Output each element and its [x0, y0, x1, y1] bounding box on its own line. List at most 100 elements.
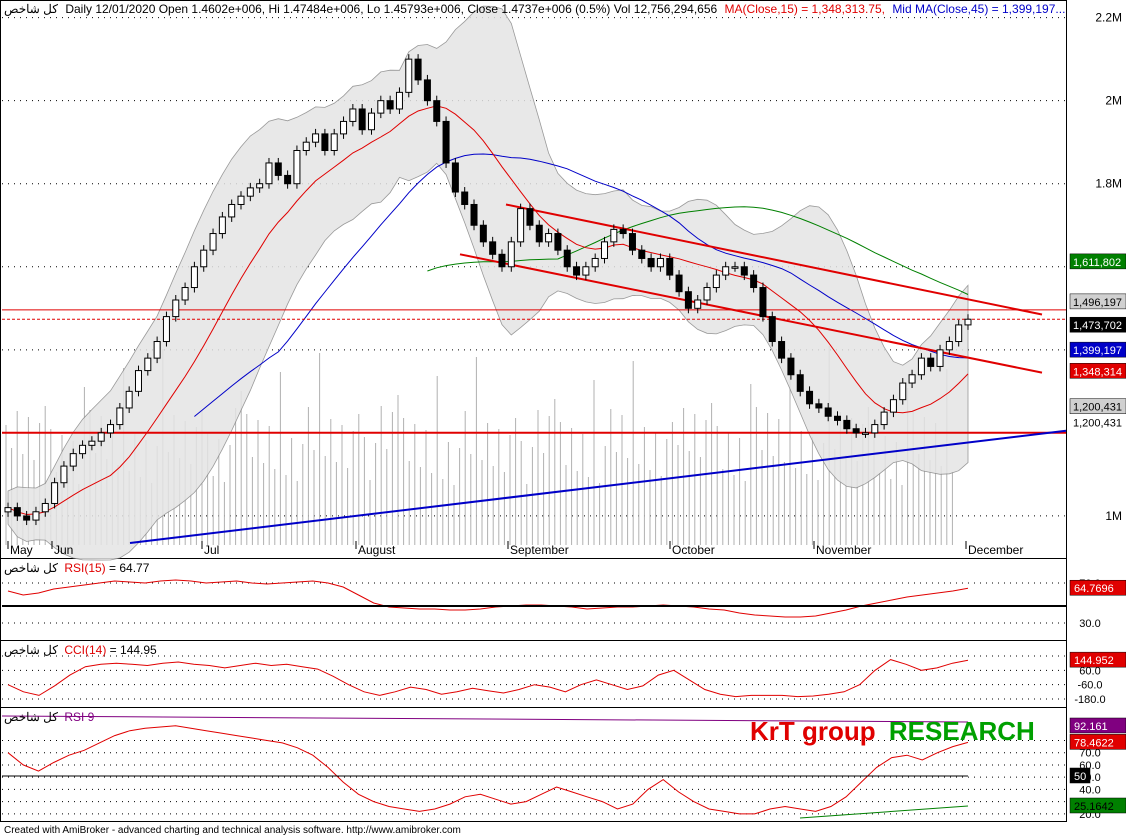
- indicator-tag-box: [1069, 651, 1126, 668]
- sub-tick-label: 60.0: [1079, 665, 1100, 677]
- rsi9-box-label: 25.1642: [1074, 801, 1114, 813]
- candle-body: [880, 411, 888, 426]
- channel-upper: [505, 203, 1043, 316]
- candle-body: [433, 100, 441, 122]
- candle-body: [321, 133, 329, 151]
- price-tag-label: 1,473,702: [1073, 320, 1122, 332]
- price-tag-label: 1,399,197: [1073, 345, 1122, 357]
- price-tag-label: 1,348,314: [1073, 366, 1122, 378]
- rsi15-name: RSI(15): [64, 561, 105, 575]
- price-tag-label: 1,611,802: [1073, 257, 1121, 269]
- candle-body: [190, 266, 198, 289]
- candle-body: [88, 440, 96, 446]
- candle-body: [908, 374, 916, 384]
- candle-body: [694, 299, 702, 309]
- candle-body: [666, 257, 674, 276]
- ma45-legend: Mid MA(Close,45) = 1,399,197...: [892, 2, 1065, 16]
- bollinger-band: [7, 5, 969, 561]
- candle-body: [451, 162, 459, 193]
- candle-body: [134, 370, 142, 392]
- candle-body: [638, 249, 646, 259]
- candle-body: [796, 374, 804, 392]
- candle-body: [23, 515, 31, 521]
- indicator-line-2: [7, 725, 969, 815]
- candle-body: [712, 274, 720, 289]
- cci-title: كل شاخص CCI(14) = 144.95: [4, 643, 157, 657]
- candle-body: [125, 390, 133, 409]
- candle-body: [377, 100, 385, 114]
- cci-value: 144.95: [120, 643, 157, 657]
- sub-tick-label: 40.0: [1079, 784, 1100, 796]
- ma100-line: [427, 206, 969, 295]
- candle-body: [964, 318, 972, 326]
- candle-body: [628, 233, 636, 251]
- candle-body: [843, 419, 851, 430]
- rising-support-line: [129, 429, 1067, 544]
- indicator-line-0: [7, 579, 969, 618]
- rsi15-value: 64.77: [119, 561, 149, 575]
- rsi9-box: [1069, 797, 1126, 814]
- candle-body: [852, 428, 860, 434]
- candle-body: [153, 341, 161, 359]
- sub-tick-label: 70.0: [1079, 748, 1100, 760]
- candle-body: [647, 257, 655, 268]
- candle-body: [936, 349, 944, 367]
- candle-body: [386, 100, 394, 110]
- candle-body: [181, 287, 189, 301]
- candle-body: [349, 108, 357, 122]
- ma45-line: [194, 153, 969, 417]
- candle-body: [610, 228, 618, 243]
- candle-body: [703, 287, 711, 301]
- candle-body: [535, 224, 543, 243]
- month-label: December: [968, 543, 1023, 557]
- symbol-label: كل شاخص: [4, 2, 58, 16]
- candle-body: [461, 191, 469, 205]
- price-tick-label: 2.2M: [1095, 11, 1122, 25]
- candle-body: [684, 291, 692, 309]
- candle-body: [293, 149, 301, 185]
- price-tag-box: [1069, 293, 1126, 310]
- watermark-part1: KrT group: [750, 716, 876, 746]
- month-label: November: [816, 543, 871, 557]
- candle-body: [237, 195, 245, 205]
- candle-body: [330, 133, 338, 151]
- candle-body: [927, 357, 935, 367]
- rsi15-title: كل شاخص RSI(15) = 64.77: [4, 561, 150, 575]
- candle-body: [731, 266, 739, 269]
- price-tag-box: [1069, 253, 1126, 270]
- candle-body: [256, 183, 264, 189]
- indicator-lines: 70.030.064.7696180.060.0-60.0-180.0144.9…: [1, 578, 1126, 821]
- price-tag-box: [1069, 316, 1126, 333]
- rsi9-trend-line: [799, 805, 969, 819]
- candle-body: [498, 253, 506, 268]
- candle-body: [312, 133, 320, 143]
- ma15-legend: MA(Close,15) = 1,348,313.75,: [725, 2, 885, 16]
- price-tick-label: 1.8M: [1095, 177, 1122, 191]
- candle-body: [107, 424, 115, 434]
- candle-body: [442, 120, 450, 164]
- trend-lines: [2, 203, 1067, 544]
- candle-body: [759, 287, 767, 318]
- candle-body: [591, 257, 599, 268]
- candle-body: [675, 274, 683, 293]
- candle-body: [489, 241, 497, 255]
- price-tag-label: 1,200,431: [1073, 402, 1122, 414]
- candle-body: [79, 444, 87, 455]
- price-tick-label: 1M: [1105, 509, 1122, 523]
- candle-body: [955, 324, 963, 343]
- bollinger-fill: [7, 5, 969, 561]
- candle-body: [265, 162, 273, 185]
- candle-body: [750, 274, 758, 289]
- candle-body: [563, 249, 571, 268]
- chart-title: كل شاخص Daily 12/01/2020 Open 1.4602e+00…: [4, 2, 1065, 16]
- price-tag-label: 1,200,431: [1073, 418, 1122, 430]
- candle-body: [69, 453, 77, 467]
- candle-body: [60, 465, 68, 484]
- candle-body: [834, 415, 842, 421]
- footer-credit: Created with AmiBroker - advanced charti…: [4, 825, 461, 836]
- candle-body: [768, 316, 776, 343]
- candle-body: [778, 341, 786, 359]
- candle-body: [787, 357, 795, 376]
- price-tag-box: [1069, 398, 1126, 414]
